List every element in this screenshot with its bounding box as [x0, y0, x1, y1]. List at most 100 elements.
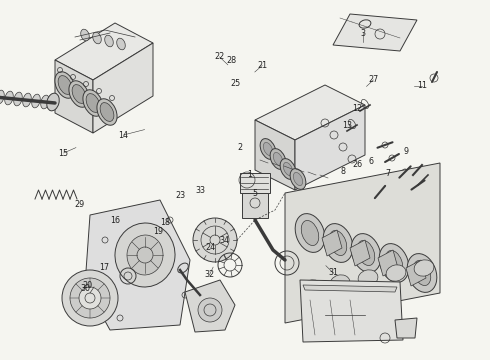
Text: 23: 23 [175, 191, 185, 199]
Ellipse shape [386, 265, 406, 281]
Polygon shape [242, 193, 268, 218]
Text: 24: 24 [206, 243, 216, 252]
Polygon shape [93, 43, 153, 133]
Polygon shape [378, 250, 398, 276]
Ellipse shape [49, 96, 58, 110]
Ellipse shape [414, 260, 434, 276]
Polygon shape [406, 260, 426, 286]
Ellipse shape [83, 90, 103, 116]
Polygon shape [255, 85, 365, 140]
Ellipse shape [357, 240, 375, 266]
Ellipse shape [47, 93, 59, 111]
Polygon shape [395, 318, 417, 338]
Ellipse shape [127, 235, 163, 275]
Text: 31: 31 [328, 269, 338, 277]
Ellipse shape [62, 270, 118, 326]
Text: 17: 17 [99, 263, 109, 271]
Ellipse shape [97, 99, 117, 125]
Ellipse shape [270, 149, 286, 170]
Text: 7: 7 [386, 169, 391, 178]
Text: 15: 15 [59, 149, 69, 158]
Ellipse shape [351, 234, 381, 273]
Ellipse shape [330, 275, 350, 291]
Ellipse shape [117, 38, 125, 50]
Ellipse shape [290, 168, 306, 189]
Text: 16: 16 [110, 216, 120, 225]
Ellipse shape [379, 244, 409, 282]
Polygon shape [85, 200, 190, 330]
Text: 28: 28 [226, 56, 236, 65]
Ellipse shape [407, 253, 437, 292]
Ellipse shape [81, 29, 89, 41]
Ellipse shape [55, 72, 75, 98]
Ellipse shape [283, 162, 293, 176]
Ellipse shape [193, 218, 237, 262]
Polygon shape [55, 23, 153, 80]
Text: 25: 25 [230, 79, 240, 88]
Ellipse shape [14, 92, 22, 106]
Text: 12: 12 [353, 104, 363, 113]
Ellipse shape [273, 152, 283, 166]
Ellipse shape [413, 261, 431, 285]
Text: 33: 33 [196, 186, 206, 195]
Ellipse shape [23, 93, 31, 107]
Polygon shape [185, 280, 235, 332]
Text: 22: 22 [215, 53, 224, 62]
Text: 27: 27 [368, 76, 378, 85]
Text: 32: 32 [205, 270, 215, 279]
Ellipse shape [323, 224, 353, 262]
Ellipse shape [5, 91, 13, 105]
Polygon shape [255, 120, 295, 190]
Text: 20: 20 [82, 281, 92, 289]
Text: 3: 3 [360, 29, 365, 38]
Ellipse shape [260, 139, 276, 159]
Ellipse shape [302, 280, 322, 296]
Text: 21: 21 [257, 61, 267, 70]
Ellipse shape [0, 90, 4, 104]
Text: 5: 5 [252, 189, 257, 198]
Ellipse shape [280, 159, 296, 179]
Text: 9: 9 [403, 147, 408, 156]
Ellipse shape [301, 220, 319, 246]
Polygon shape [295, 105, 365, 190]
Text: 6: 6 [369, 157, 374, 166]
Text: 13: 13 [342, 121, 352, 130]
Ellipse shape [329, 230, 347, 256]
Ellipse shape [79, 287, 101, 309]
Text: 30: 30 [81, 284, 91, 293]
Ellipse shape [385, 251, 403, 275]
Polygon shape [285, 163, 440, 323]
Ellipse shape [263, 143, 272, 156]
Text: 34: 34 [220, 236, 229, 245]
Ellipse shape [100, 103, 114, 121]
Ellipse shape [70, 278, 110, 318]
Text: 8: 8 [341, 167, 345, 176]
Ellipse shape [105, 35, 113, 47]
Polygon shape [300, 280, 403, 342]
Text: 1: 1 [247, 170, 252, 179]
Ellipse shape [198, 298, 222, 322]
Ellipse shape [72, 85, 86, 103]
Ellipse shape [32, 94, 40, 108]
Text: 18: 18 [161, 218, 171, 227]
Ellipse shape [294, 172, 303, 185]
Polygon shape [240, 173, 270, 193]
Polygon shape [350, 240, 370, 266]
Ellipse shape [69, 81, 89, 107]
Text: 26: 26 [353, 161, 363, 170]
Polygon shape [322, 230, 342, 256]
Text: 29: 29 [74, 200, 84, 209]
Text: 2: 2 [238, 143, 243, 152]
Ellipse shape [115, 223, 175, 287]
Polygon shape [333, 14, 417, 51]
Ellipse shape [58, 76, 72, 94]
Ellipse shape [295, 213, 325, 252]
Text: 14: 14 [119, 131, 128, 140]
Text: 19: 19 [153, 227, 163, 236]
Polygon shape [55, 60, 93, 133]
Ellipse shape [93, 32, 101, 44]
Ellipse shape [358, 270, 378, 286]
Text: 11: 11 [417, 81, 427, 90]
Ellipse shape [86, 94, 100, 112]
Ellipse shape [41, 95, 49, 109]
